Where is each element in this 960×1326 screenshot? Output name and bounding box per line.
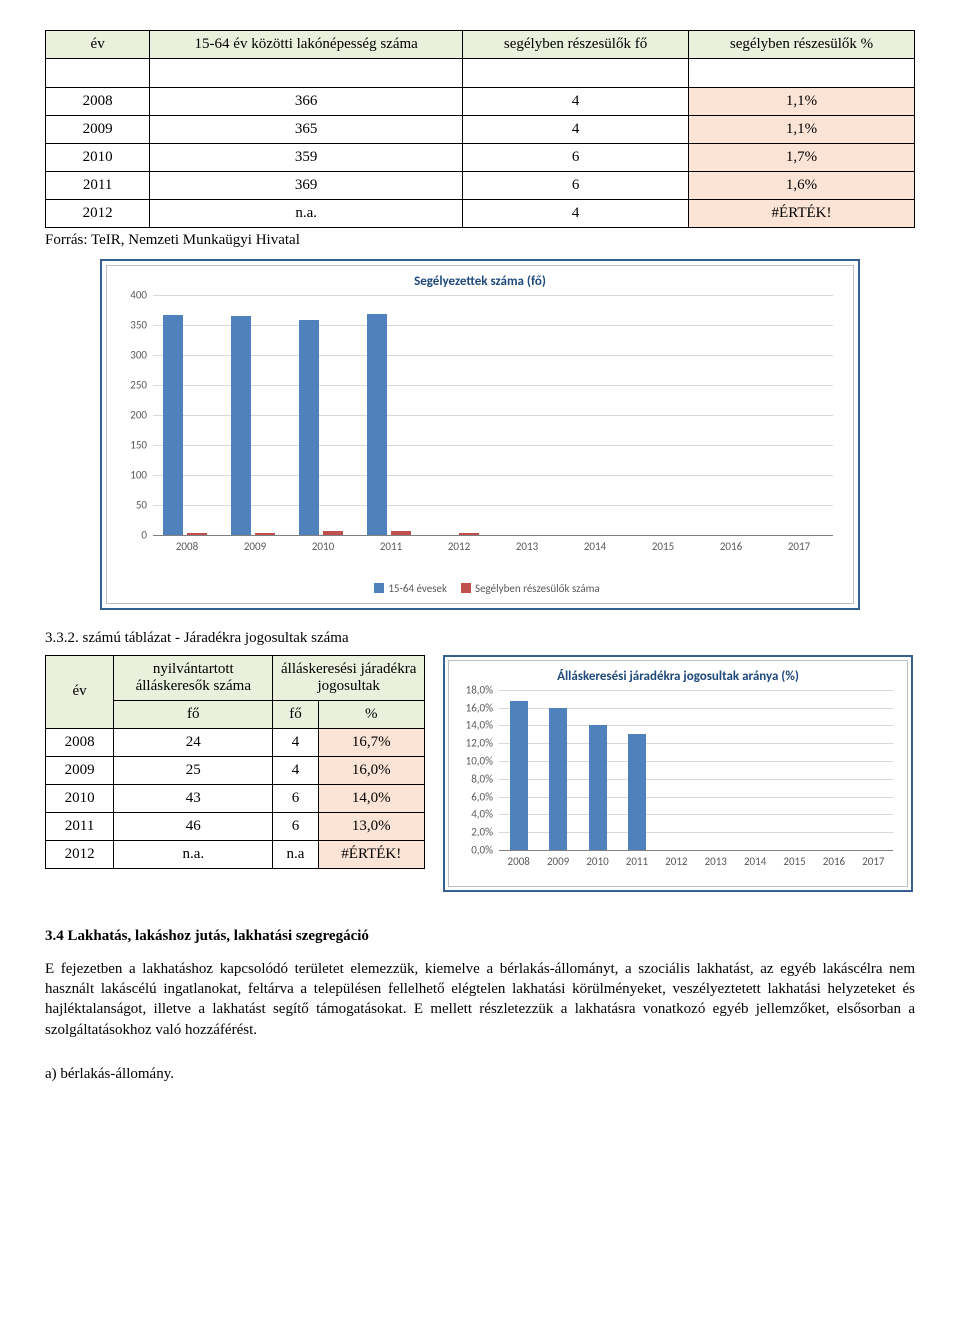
table-cell: 14,0% [318, 784, 424, 812]
table-cell: 4 [463, 116, 689, 144]
table-cell: 2009 [46, 756, 114, 784]
table-cell: n.a. [150, 200, 463, 228]
table-cell: 2011 [46, 172, 150, 200]
table-cell: 2008 [46, 728, 114, 756]
table-cell: 16,7% [318, 728, 424, 756]
table-cell: 6 [463, 144, 689, 172]
table-cell: n.a [273, 840, 318, 868]
source-line: Forrás: TeIR, Nemzeti Munkaügyi Hivatal [45, 232, 915, 249]
table-cell: 2009 [46, 116, 150, 144]
table-jaradek: év nyilvántartott álláskeresők száma áll… [45, 655, 425, 869]
table-cell: 6 [273, 812, 318, 840]
table-cell: 6 [463, 172, 689, 200]
chart-segelyezettek: Segélyezettek száma (fő) 050100150200250… [100, 259, 860, 610]
table-cell: 1,7% [689, 144, 915, 172]
table-cell: 2012 [46, 200, 150, 228]
table-cell: n.a. [114, 840, 273, 868]
chart-jaradek-arany: Álláskeresési járadékra jogosultak arány… [443, 655, 913, 892]
table-segelyezettek: év 15-64 év közötti lakónépesség száma s… [45, 30, 915, 228]
table-cell: 4 [463, 200, 689, 228]
table-cell: 369 [150, 172, 463, 200]
table-cell: 1,6% [689, 172, 915, 200]
chart1-title: Segélyezettek száma (fő) [107, 266, 853, 293]
table-cell: 4 [273, 756, 318, 784]
table-cell: 43 [114, 784, 273, 812]
table-cell: 24 [114, 728, 273, 756]
chart1-legend: 15-64 évesekSegélyben részesülők száma [107, 571, 853, 603]
table-cell: 2008 [46, 88, 150, 116]
table-cell: 359 [150, 144, 463, 172]
table-cell: 4 [273, 728, 318, 756]
chart2-title: Álláskeresési járadékra jogosultak arány… [449, 661, 907, 688]
table-cell: 4 [463, 88, 689, 116]
table-cell: 2012 [46, 840, 114, 868]
table-cell: #ÉRTÉK! [689, 200, 915, 228]
th2-pct: % [318, 700, 424, 728]
paragraph-34: E fejezetben a lakhatáshoz kapcsolódó te… [45, 959, 915, 1040]
section-332-title: 3.3.2. számú táblázat - Járadékra jogosu… [45, 630, 915, 647]
table-cell: 1,1% [689, 88, 915, 116]
th2-reg: nyilvántartott álláskeresők száma [114, 655, 273, 700]
th2-ev: év [46, 655, 114, 728]
th2-fo2: fő [273, 700, 318, 728]
table-cell: #ÉRTÉK! [318, 840, 424, 868]
table-cell: 13,0% [318, 812, 424, 840]
th-fo: segélyben részesülők fő [463, 31, 689, 59]
table-cell: 2011 [46, 812, 114, 840]
table-cell: 2010 [46, 784, 114, 812]
th2-fo: fő [114, 700, 273, 728]
th-pop: 15-64 év közötti lakónépesség száma [150, 31, 463, 59]
table-cell: 16,0% [318, 756, 424, 784]
th2-job: álláskeresési járadékra jogosultak [273, 655, 425, 700]
table-cell: 6 [273, 784, 318, 812]
table-cell: 2010 [46, 144, 150, 172]
heading-34: 3.4 Lakhatás, lakáshoz jutás, lakhatási … [45, 928, 915, 945]
table-cell: 1,1% [689, 116, 915, 144]
th-ev: év [46, 31, 150, 59]
table-cell: 365 [150, 116, 463, 144]
table-cell: 366 [150, 88, 463, 116]
sub-a: a) bérlakás-állomány. [45, 1066, 915, 1083]
table-cell: 46 [114, 812, 273, 840]
table-cell: 25 [114, 756, 273, 784]
th-pct: segélyben részesülők % [689, 31, 915, 59]
